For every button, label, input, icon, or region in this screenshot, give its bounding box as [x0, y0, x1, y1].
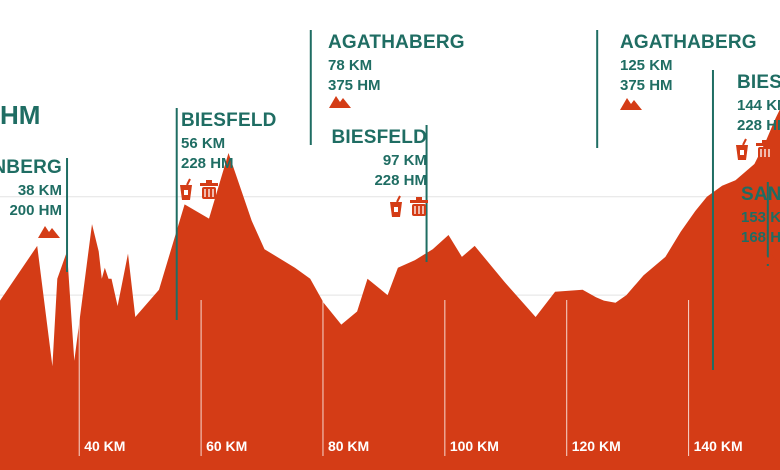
drink-icon — [390, 195, 402, 217]
waypoint-6: SAND 153 KM 168 HM — [741, 182, 780, 266]
waypoint-km: 97 KM — [383, 152, 427, 169]
mountain-icon — [38, 226, 60, 238]
waypoint-hm: 375 HM — [620, 77, 673, 94]
waypoint-hm: 228 HM — [181, 155, 234, 172]
tick-label-120: 120 KM — [572, 438, 621, 454]
waypoint-hm: 228 HM — [374, 172, 427, 189]
x-axis-ticks: 40 KM 60 KM 80 KM 100 KM 120 KM 140 KM — [78, 300, 743, 456]
waypoint-hm: 200 HM — [9, 202, 62, 219]
waypoint-km: 38 KM — [18, 182, 62, 199]
waypoint-hm: 168 HM — [741, 229, 780, 246]
waypoint-name: BIESFI — [737, 72, 780, 93]
waypoint-name: AGATHABERG — [620, 32, 757, 53]
drink-icon — [736, 138, 748, 160]
waypoint-5: BIESFI 144 KM 228 HM — [711, 70, 780, 370]
trash-icon — [756, 140, 774, 159]
waypoint-name: BIESFELD — [181, 110, 277, 131]
waypoint-name: BIESFELD — [331, 127, 427, 148]
waypoint-km: 125 KM — [620, 57, 673, 74]
waypoint-0: RENBERG 38 KM 200 HM — [0, 157, 69, 272]
title-fragment: HM — [0, 100, 40, 130]
waypoint-name: RENBERG — [0, 157, 62, 178]
mountain-icon — [329, 96, 351, 108]
waypoint-km: 153 KM — [741, 209, 780, 226]
mountain-icon — [757, 252, 779, 264]
elevation-area — [0, 109, 780, 470]
tick-label-140: 140 KM — [694, 438, 743, 454]
waypoint-1: BIESFELD 56 KM 228 HM — [175, 108, 277, 320]
waypoint-km: 78 KM — [328, 57, 372, 74]
waypoint-name: SAND — [741, 184, 780, 205]
tick-label-80: 80 KM — [328, 438, 369, 454]
tick-label-60: 60 KM — [206, 438, 247, 454]
trash-icon — [410, 197, 428, 216]
waypoint-hm: 375 HM — [328, 77, 381, 94]
waypoint-2: AGATHABERG 78 KM 375 HM — [309, 30, 465, 145]
mountain-icon — [620, 98, 642, 110]
waypoint-4: AGATHABERG 125 KM 375 HM — [596, 30, 757, 148]
waypoint-km: 56 KM — [181, 135, 225, 152]
waypoint-name: AGATHABERG — [328, 32, 465, 53]
tick-label-40: 40 KM — [84, 438, 125, 454]
waypoint-3: BIESFELD 97 KM 228 HM — [331, 125, 428, 262]
drink-icon — [180, 178, 192, 200]
waypoint-hm: 228 HM — [737, 117, 780, 134]
trash-icon — [200, 180, 218, 199]
tick-label-100: 100 KM — [450, 438, 499, 454]
waypoint-km: 144 KM — [737, 97, 780, 114]
